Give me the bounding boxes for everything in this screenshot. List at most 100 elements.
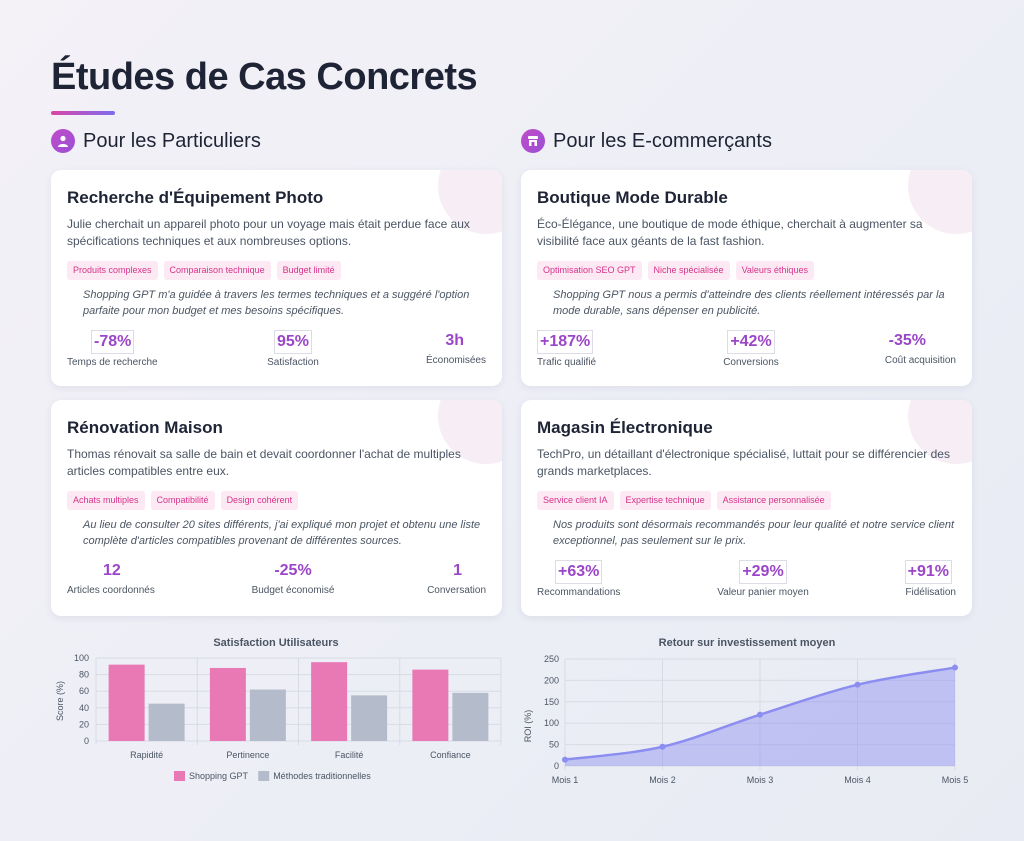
case-study-card: Recherche d'Équipement Photo Julie cherc…: [51, 170, 502, 386]
stat-value: 3h: [445, 332, 464, 349]
data-point: [952, 664, 958, 671]
stat-label: Conversions: [723, 357, 779, 368]
stat: 95% Satisfaction: [251, 330, 335, 368]
x-tick-label: Mois 1: [552, 775, 579, 785]
section-label: Pour les Particuliers: [83, 129, 261, 152]
stat-value: +91%: [904, 560, 952, 584]
data-point: [854, 681, 861, 688]
page-title: Études de Cas Concrets: [51, 56, 478, 98]
tag-list: Service client IA Expertise technique As…: [537, 491, 831, 510]
y-tick-label: 60: [79, 686, 89, 696]
tag: Budget limité: [276, 261, 341, 280]
area-chart-svg: Retour sur investissement moyen ROI (%) …: [523, 637, 968, 785]
stat-label: Recommandations: [537, 587, 621, 598]
bar-chart: Satisfaction Utilisateurs Score (%) 0 20 4…: [51, 630, 511, 795]
bar: [452, 692, 489, 741]
stat: 3h Économisées: [426, 330, 486, 366]
y-tick-label: 0: [84, 736, 89, 746]
chart-title: Satisfaction Utilisateurs: [213, 637, 338, 649]
y-tick-label: 200: [544, 675, 559, 685]
data-point: [757, 711, 763, 718]
stat: -35% Coût acquisition: [885, 330, 956, 366]
testimonial-quote: Nos produits sont désormais recommandés …: [553, 519, 955, 547]
stat-value: +42%: [727, 330, 775, 354]
bar: [249, 689, 286, 741]
tag-list: Optimisation SEO GPT Niche spécialisée V…: [537, 261, 814, 280]
y-tick-label: 150: [544, 697, 559, 707]
tag: Achats multiples: [67, 491, 145, 510]
stat-label: Satisfaction: [267, 357, 319, 368]
tag-list: Produits complexes Comparaison technique…: [67, 261, 341, 280]
x-tick-label: Mois 2: [649, 775, 676, 785]
bar: [311, 662, 348, 741]
stat-value: -25%: [274, 562, 312, 579]
testimonial-quote: Shopping GPT m'a guidée à travers les te…: [83, 289, 470, 317]
data-point: [659, 743, 666, 750]
y-axis-label: ROI (%): [523, 710, 533, 743]
tag: Comparaison technique: [163, 261, 271, 280]
tag: Service client IA: [537, 491, 614, 510]
stat-value: +29%: [739, 560, 787, 584]
tag: Optimisation SEO GPT: [537, 261, 642, 280]
title-underline: [51, 111, 115, 115]
stat-label: Économisées: [425, 355, 486, 366]
y-tick-label: 50: [549, 740, 559, 750]
card-title: Rénovation Maison: [67, 418, 223, 437]
legend-label: Méthodes traditionnelles: [273, 771, 371, 781]
stat: 1 Conversation: [427, 560, 486, 596]
x-tick-label: Mois 4: [844, 775, 871, 785]
bar: [412, 669, 449, 741]
tag: Design cohérent: [220, 491, 299, 510]
y-tick-label: 100: [544, 718, 559, 728]
y-tick-label: 20: [79, 719, 89, 729]
tag: Assistance personnalisée: [716, 491, 831, 510]
bar: [148, 703, 185, 741]
tag: Niche spécialisée: [647, 261, 730, 280]
case-study-card: Magasin Électronique TechPro, un détaill…: [521, 400, 972, 616]
card-description: Thomas rénovait sa salle de bain et deva…: [67, 447, 461, 478]
stat-value: -35%: [888, 332, 926, 349]
stat: 12 Articles coordonnés: [67, 560, 155, 596]
card-description: Julie cherchait un appareil photo pour u…: [67, 217, 470, 248]
bar-chart-svg: Satisfaction Utilisateurs Score (%) 0 20 4…: [55, 637, 502, 781]
stat-value: 1: [453, 562, 462, 579]
y-tick-label: 250: [544, 654, 559, 664]
stat: +187% Trafic qualifié: [537, 330, 596, 368]
bar: [108, 664, 145, 741]
stat: +91% Fidélisation: [904, 560, 956, 598]
y-tick-label: 0: [554, 761, 559, 771]
bar: [351, 695, 388, 741]
stat: +63% Recommandations: [537, 560, 620, 598]
tag: Produits complexes: [67, 261, 158, 280]
case-study-card: Rénovation Maison Thomas rénovait sa sal…: [51, 400, 502, 616]
stat-label: Conversation: [427, 585, 486, 596]
stat-value: +187%: [537, 330, 594, 354]
stat: -78% Temps de recherche: [67, 330, 158, 368]
tag: Expertise technique: [619, 491, 711, 510]
y-axis-label: Score (%): [55, 681, 65, 721]
section-label: Pour les E-commerçants: [553, 129, 772, 152]
stat-label: Valeur panier moyen: [717, 587, 809, 598]
stat-value: 12: [103, 562, 121, 579]
stat: -25% Budget économisé: [241, 560, 345, 596]
data-point: [562, 756, 568, 763]
stat-label: Fidélisation: [905, 587, 956, 598]
y-tick-label: 40: [79, 703, 89, 713]
stat-value: 95%: [273, 330, 313, 354]
legend-label: Shopping GPT: [189, 771, 249, 781]
stat-label: Coût acquisition: [884, 355, 956, 366]
card-title: Magasin Électronique: [537, 418, 713, 437]
user-icon: [51, 129, 75, 153]
tag: Compatibilité: [150, 491, 215, 510]
tag: Valeurs éthiques: [735, 261, 814, 280]
y-tick-label: 80: [79, 670, 89, 680]
bar: [209, 667, 246, 741]
x-tick-label: Confiance: [430, 750, 471, 760]
testimonial-quote: Shopping GPT nous a permis d'atteindre d…: [553, 289, 945, 317]
stat-value: +63%: [555, 560, 603, 584]
stat-value: -78%: [91, 330, 135, 354]
stat: +42% Conversions: [701, 330, 801, 368]
store-icon: [521, 129, 545, 153]
section-heading-ecommercants: Pour les E-commerçants: [521, 129, 772, 153]
stat-label: Trafic qualifié: [537, 357, 597, 368]
